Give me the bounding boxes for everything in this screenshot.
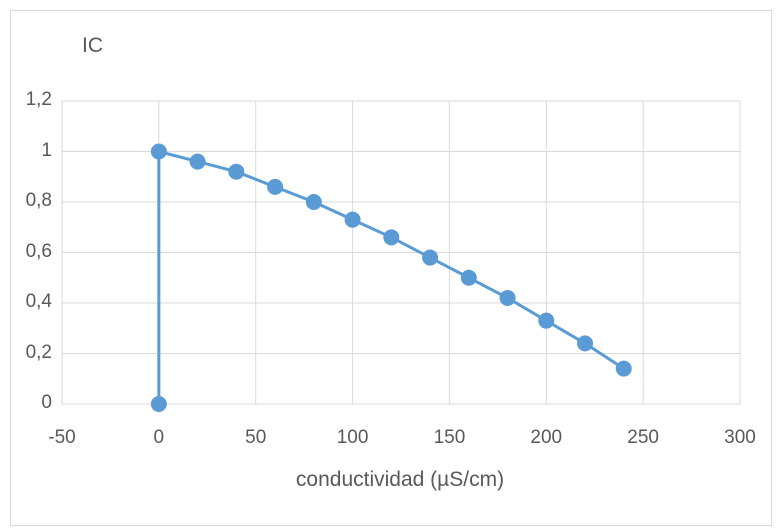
x-tick-label: 0 (153, 427, 165, 448)
x-axis-label: conductividad (µS/cm) (295, 468, 505, 491)
chart-frame (10, 10, 772, 526)
y-tick-label: 0,6 (25, 240, 52, 262)
y-tick-label: 0 (41, 392, 52, 413)
data-point (615, 360, 632, 377)
data-point (499, 289, 516, 306)
data-point (538, 312, 555, 329)
y-tick-label: 0,4 (25, 291, 52, 312)
x-tick-label: 200 (530, 427, 563, 448)
y-axis-label: IC (82, 34, 103, 57)
x-tick-label: 150 (433, 427, 466, 448)
x-tick-label: 100 (336, 427, 369, 448)
data-point (228, 163, 245, 180)
x-tick-label: 300 (724, 427, 756, 448)
data-point (150, 143, 167, 160)
data-point (267, 178, 284, 195)
data-point (150, 396, 167, 412)
y-tick-label: 0,2 (25, 341, 52, 363)
y-tick-label: 0,8 (25, 190, 52, 211)
data-point (422, 249, 439, 266)
data-point (460, 269, 477, 286)
x-tick-label: -50 (48, 427, 76, 448)
data-point (577, 335, 594, 352)
data-point (344, 211, 361, 228)
y-tick-label: 1,2 (25, 89, 52, 110)
data-point (383, 229, 400, 246)
x-tick-label: 50 (245, 427, 267, 448)
data-point (189, 153, 206, 170)
data-point (305, 194, 322, 210)
y-tick-label: 1 (41, 139, 52, 161)
series-line (157, 150, 625, 404)
x-tick-label: 250 (627, 427, 659, 448)
